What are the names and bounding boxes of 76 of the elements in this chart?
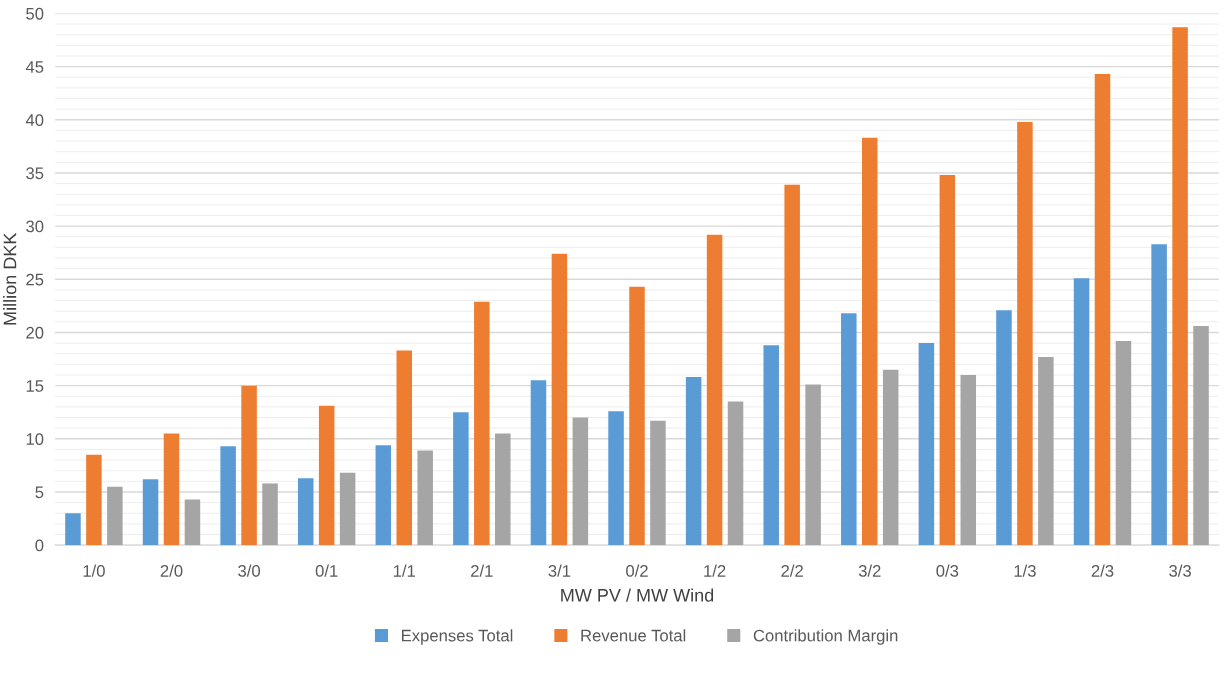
bar xyxy=(650,420,666,546)
bar xyxy=(1151,244,1167,546)
legend-label: Contribution Margin xyxy=(753,629,898,645)
bar xyxy=(1073,278,1090,546)
bar xyxy=(65,513,81,546)
bar xyxy=(142,479,159,546)
y-tick-label: 5 xyxy=(35,486,44,499)
legend-label: Expenses Total xyxy=(402,629,513,645)
bar xyxy=(262,483,278,546)
bar xyxy=(841,313,857,546)
bar xyxy=(163,433,180,546)
bar xyxy=(706,234,723,546)
bar xyxy=(107,486,123,546)
bar xyxy=(318,405,335,546)
x-tick-label: 0/3 xyxy=(936,564,959,577)
x-tick-label: 0/2 xyxy=(626,564,648,577)
bar xyxy=(297,478,314,546)
bar xyxy=(86,454,102,546)
y-tick-label: 35 xyxy=(26,167,44,180)
y-axis-title: Million DKK xyxy=(3,232,17,325)
y-tick-label: 25 xyxy=(26,273,44,286)
y-tick-label: 10 xyxy=(26,433,44,445)
x-tick-label: 1/3 xyxy=(1014,564,1036,577)
bar xyxy=(1017,121,1033,546)
bar xyxy=(1094,74,1111,546)
y-tick-label: 30 xyxy=(26,220,44,233)
bar xyxy=(495,433,511,546)
x-axis-title: MW PV / MW Wind xyxy=(561,588,714,602)
bar xyxy=(608,411,624,546)
x-tick-label: 0/1 xyxy=(315,564,338,577)
bar xyxy=(220,446,236,546)
bar xyxy=(685,377,702,546)
bar xyxy=(551,253,568,546)
bar xyxy=(1172,27,1188,546)
bar xyxy=(1193,326,1209,546)
y-tick-label: 45 xyxy=(25,61,44,73)
bar xyxy=(453,412,469,546)
y-tick-label: 15 xyxy=(26,380,44,392)
y-tick-label: 20 xyxy=(26,326,44,339)
bar xyxy=(784,184,800,546)
bar xyxy=(918,343,935,546)
bar xyxy=(530,380,547,546)
bar xyxy=(763,345,779,546)
bar xyxy=(805,384,821,546)
bar xyxy=(396,350,413,546)
bar xyxy=(1038,356,1054,546)
x-tick-label: 2/2 xyxy=(781,564,803,577)
x-tick-label: 2/0 xyxy=(160,564,183,577)
bar xyxy=(375,445,392,546)
bar xyxy=(241,385,257,546)
bar xyxy=(939,175,956,546)
bar xyxy=(861,137,878,546)
bar xyxy=(1115,340,1132,546)
bar xyxy=(572,417,589,546)
x-tick-label: 3/0 xyxy=(238,564,261,577)
x-tick-label: 3/2 xyxy=(858,564,881,577)
x-tick-label: 3/1 xyxy=(548,564,571,577)
x-tick-label: 2/1 xyxy=(471,564,493,577)
legend-label: Revenue Total xyxy=(581,629,686,642)
x-tick-label: 2/3 xyxy=(1091,564,1114,577)
bar xyxy=(474,301,490,546)
bar xyxy=(629,286,645,546)
x-tick-label: 1/0 xyxy=(83,564,105,577)
bar xyxy=(417,450,433,546)
bar xyxy=(184,499,201,546)
bar xyxy=(960,375,977,546)
y-tick-label: 0 xyxy=(35,539,44,552)
bar xyxy=(727,401,744,546)
x-tick-label: 1/1 xyxy=(393,564,416,577)
bar xyxy=(882,369,899,546)
x-tick-label: 3/3 xyxy=(1169,564,1191,577)
y-tick-label: 50 xyxy=(26,7,44,20)
bar xyxy=(996,310,1012,546)
y-tick-label: 40 xyxy=(25,114,44,126)
x-tick-label: 1/2 xyxy=(704,564,726,577)
bar xyxy=(339,472,356,546)
